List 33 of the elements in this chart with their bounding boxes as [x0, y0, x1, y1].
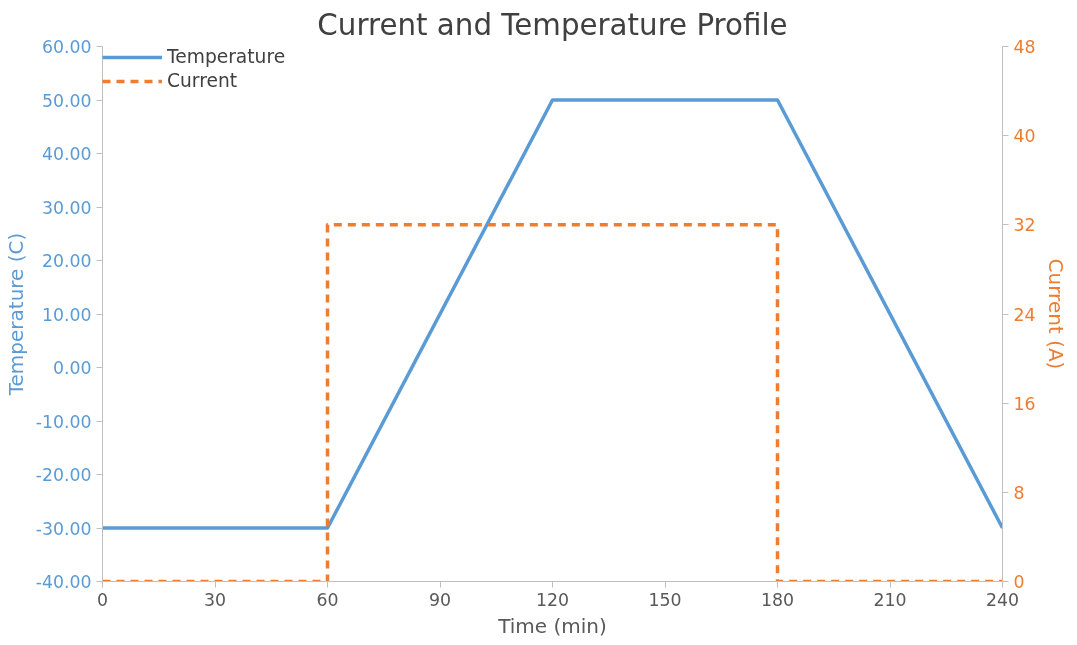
x-tick-label: 120 [535, 589, 570, 610]
x-tick-label: 150 [648, 589, 682, 610]
y2-tick-label: 8 [1013, 482, 1025, 503]
y-tick-label: 30.00 [41, 197, 92, 218]
x-tick-label: 0 [96, 589, 109, 610]
x-tick-label: 210 [873, 589, 907, 610]
y-tick-label: 50.00 [41, 90, 92, 111]
y-tick-label: 10.00 [41, 304, 92, 325]
y-tick-label: 60.00 [41, 37, 92, 57]
y-tick-label: 20.00 [41, 251, 92, 271]
legend-label: Current [167, 70, 238, 91]
x-tick-label: 30 [203, 589, 227, 610]
y2-tick-label: 32 [1013, 215, 1036, 236]
y-tick-label: -30.00 [35, 518, 92, 539]
y2-tick-label: 24 [1013, 304, 1036, 325]
x-tick-label: 60 [316, 589, 339, 610]
y2-axis-title: Current (A) [1043, 258, 1068, 370]
y-tick-label: 0.00 [52, 358, 92, 378]
y-tick-label: 40.00 [41, 144, 92, 164]
y2-tick-label: 0 [1013, 572, 1025, 592]
y2-tick-label: 48 [1013, 37, 1036, 57]
x-axis-title: Time (min) [497, 613, 607, 638]
x-tick-label: 90 [428, 589, 452, 610]
y2-tick-label: 40 [1013, 126, 1036, 147]
y2-tick-label: 16 [1013, 393, 1036, 414]
y-tick-label: -10.00 [35, 411, 92, 432]
legend-label: Temperature [167, 46, 286, 67]
y-axis-title: Temperature (C) [3, 232, 28, 397]
chart-title: Current and Temperature Profile [317, 7, 788, 42]
x-tick-label: 240 [985, 589, 1020, 610]
x-tick-label: 180 [760, 589, 795, 610]
y-tick-label: -20.00 [35, 465, 92, 485]
y-tick-label: -40.00 [35, 572, 92, 592]
